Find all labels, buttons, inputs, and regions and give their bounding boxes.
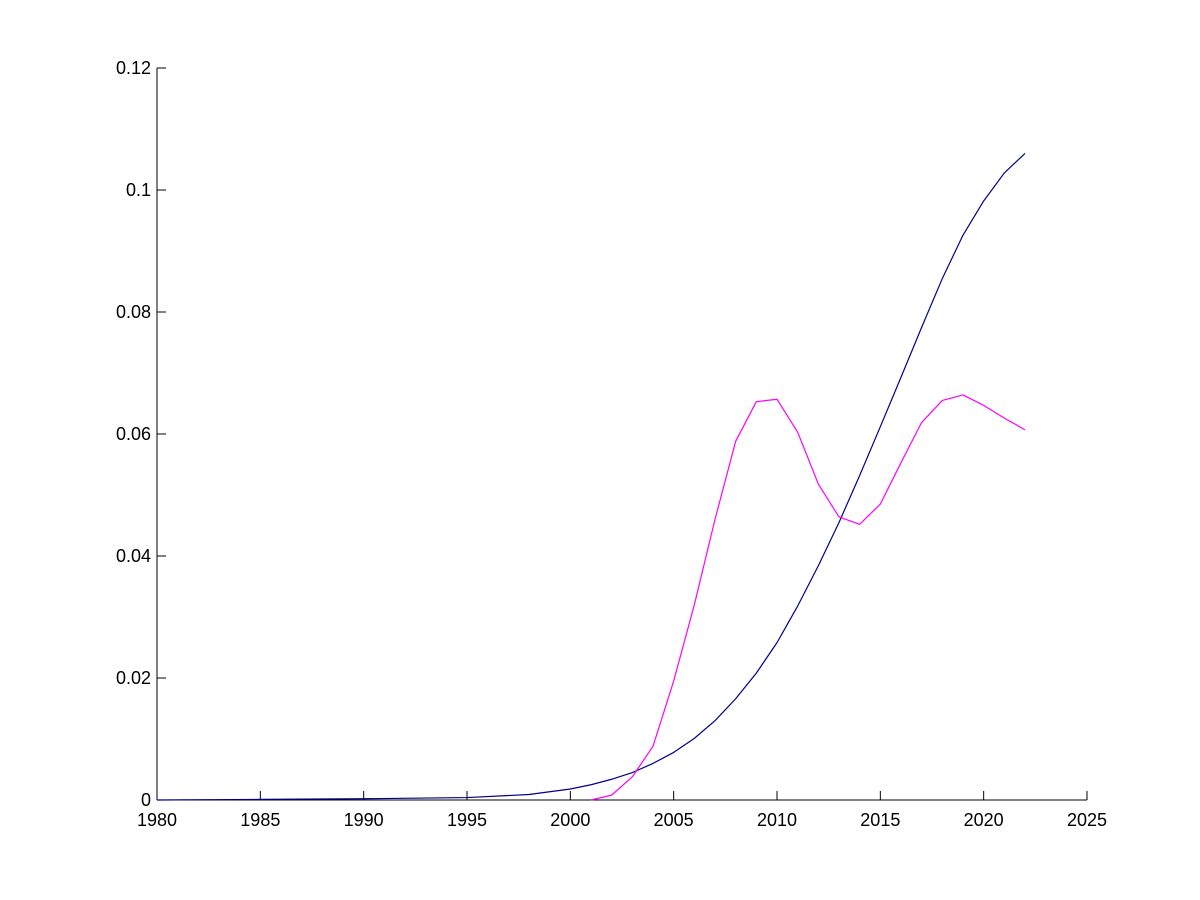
y-tick-label: 0.06: [116, 424, 151, 444]
x-tick-label: 1995: [447, 810, 487, 830]
x-tick-label: 1990: [344, 810, 384, 830]
plot-area: [156, 152, 1026, 801]
x-tick-label: 1980: [137, 810, 177, 830]
y-tick-label: 0.1: [126, 180, 151, 200]
x-tick-label: 2025: [1067, 810, 1107, 830]
y-tick-label: 0.04: [116, 546, 151, 566]
series-line-2: [590, 394, 1026, 801]
axes: 1980 1985 1990 1995 2000 2005 2010 2015 2020 2025…: [116, 58, 1107, 830]
y-tick-label: 0: [141, 790, 151, 810]
x-tick-label: 2010: [757, 810, 797, 830]
y-tick-label: 0.12: [116, 58, 151, 78]
x-tick-label: 2015: [860, 810, 900, 830]
x-tick-label: 2005: [654, 810, 694, 830]
series-line-1: [156, 152, 1026, 801]
y-tick-label: 0.02: [116, 668, 151, 688]
x-tick-label: 1985: [240, 810, 280, 830]
y-tick-label: 0.08: [116, 302, 151, 322]
x-tick-label: 2020: [964, 810, 1004, 830]
x-tick-label: 2000: [550, 810, 590, 830]
